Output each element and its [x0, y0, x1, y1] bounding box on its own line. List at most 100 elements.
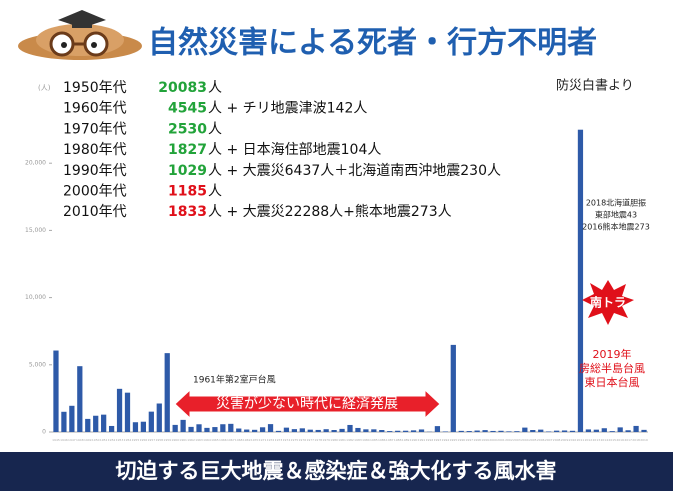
x-tick-label: 1982	[346, 438, 354, 442]
bar	[490, 431, 495, 432]
x-tick-label: 2006	[537, 438, 545, 442]
mascot	[18, 10, 142, 60]
x-tick-label: 1965	[211, 438, 219, 442]
bar	[530, 430, 535, 432]
unit: 人	[208, 142, 222, 158]
arrow-text: 災害が少ない時代に経済発展	[216, 396, 398, 412]
x-tick-label: 1959	[163, 438, 171, 442]
x-tick-label: 1998	[473, 438, 481, 442]
footer-banner: 切迫する巨大地震＆感染症＆強大化する風水害	[116, 459, 557, 483]
x-tick-label: 1988	[394, 438, 402, 442]
note: + 大震災6437人＋北海道南西沖地震230人	[222, 163, 501, 179]
x-tick-label: 1968	[235, 438, 243, 442]
bar	[482, 430, 487, 432]
bar	[443, 431, 448, 432]
bar	[586, 429, 591, 432]
deaths: 1185	[168, 184, 207, 200]
unit: 人	[208, 121, 222, 137]
x-tick-label: 1973	[275, 438, 283, 442]
bar	[641, 430, 646, 432]
unit: 人	[208, 80, 222, 96]
bar	[570, 431, 575, 432]
bar	[395, 431, 400, 432]
x-tick-label: 1945	[52, 438, 60, 442]
bar	[522, 428, 527, 432]
x-tick-label: 1964	[203, 438, 211, 442]
decade-rest: 人 + 大震災22288人+熊本地震273人	[208, 204, 452, 220]
bar	[546, 431, 551, 432]
bar	[53, 351, 58, 432]
x-tick-label: 1955	[132, 438, 140, 442]
x-tick-label: 2005	[529, 438, 537, 442]
x-tick-label: 1950	[92, 438, 100, 442]
x-tick-label: 1989	[402, 438, 410, 442]
x-tick-label: 1951	[100, 438, 108, 442]
annotation: 東部地震43	[595, 210, 637, 220]
bar	[475, 431, 480, 432]
x-tick-label: 1995	[449, 438, 457, 442]
unit: 人	[208, 204, 222, 220]
x-tick-label: 2010	[569, 438, 577, 442]
bar	[85, 419, 90, 432]
x-tick-label: 1954	[124, 438, 132, 442]
bar	[324, 429, 329, 432]
x-tick-label: 1952	[108, 438, 116, 442]
bar	[109, 426, 114, 432]
bar	[411, 430, 416, 432]
annotation: 1961年第2室戸台風	[193, 374, 276, 386]
bar	[212, 427, 217, 432]
x-tick-label: 1956	[140, 438, 148, 442]
bar	[506, 431, 511, 432]
decade: 1970年代	[63, 121, 127, 137]
x-tick-label: 1992	[426, 438, 434, 442]
x-tick-label: 2002	[505, 438, 513, 442]
x-tick-label: 1957	[148, 438, 156, 442]
x-tick-label: 1978	[314, 438, 322, 442]
x-tick-label: 1967	[227, 438, 235, 442]
x-tick-label: 1963	[195, 438, 203, 442]
x-tick-label: 2007	[545, 438, 553, 442]
unit: 人	[208, 163, 222, 179]
bar	[252, 430, 257, 432]
bar	[157, 404, 162, 432]
x-tick-label: 2003	[513, 438, 521, 442]
bar	[228, 424, 233, 432]
bar	[339, 429, 344, 432]
bar	[300, 428, 305, 432]
x-tick-label: 1946	[60, 438, 68, 442]
decade-rest: 人 + チリ地震津波142人	[208, 101, 367, 117]
y-tick-label: 20,000	[25, 160, 46, 167]
decade-rest: 人 + 日本海住部地震104人	[208, 142, 381, 158]
bar	[602, 428, 607, 432]
bar	[419, 429, 424, 432]
bar	[626, 430, 631, 432]
bar	[61, 412, 66, 432]
x-tick-label: 1983	[354, 438, 362, 442]
bar	[173, 425, 178, 432]
bar	[180, 420, 185, 432]
bar	[363, 429, 368, 432]
annotation: 2018北海道胆振	[586, 198, 646, 208]
bar	[284, 428, 289, 432]
bar	[594, 430, 599, 432]
decade: 1960年代	[63, 101, 127, 117]
decade: 1980年代	[63, 142, 127, 158]
x-tick-label: 2009	[561, 438, 569, 442]
bar	[538, 430, 543, 432]
bar	[268, 424, 273, 432]
x-tick-label: 2017	[624, 438, 632, 442]
x-tick-label: 1976	[298, 438, 306, 442]
bar	[196, 424, 201, 432]
annotation-red: 房総半島台風	[579, 361, 645, 375]
bar	[77, 366, 82, 432]
note: + 日本海住部地震104人	[222, 142, 381, 158]
y-tick-label: 10,000	[25, 294, 46, 301]
bar	[93, 416, 98, 432]
x-tick-label: 1986	[378, 438, 386, 442]
x-tick-label: 2016	[616, 438, 624, 442]
decade-rest: 人 + 大震災6437人＋北海道南西沖地震230人	[208, 163, 501, 179]
bar	[165, 353, 170, 432]
x-tick-label: 1979	[322, 438, 330, 442]
bar	[498, 431, 503, 432]
